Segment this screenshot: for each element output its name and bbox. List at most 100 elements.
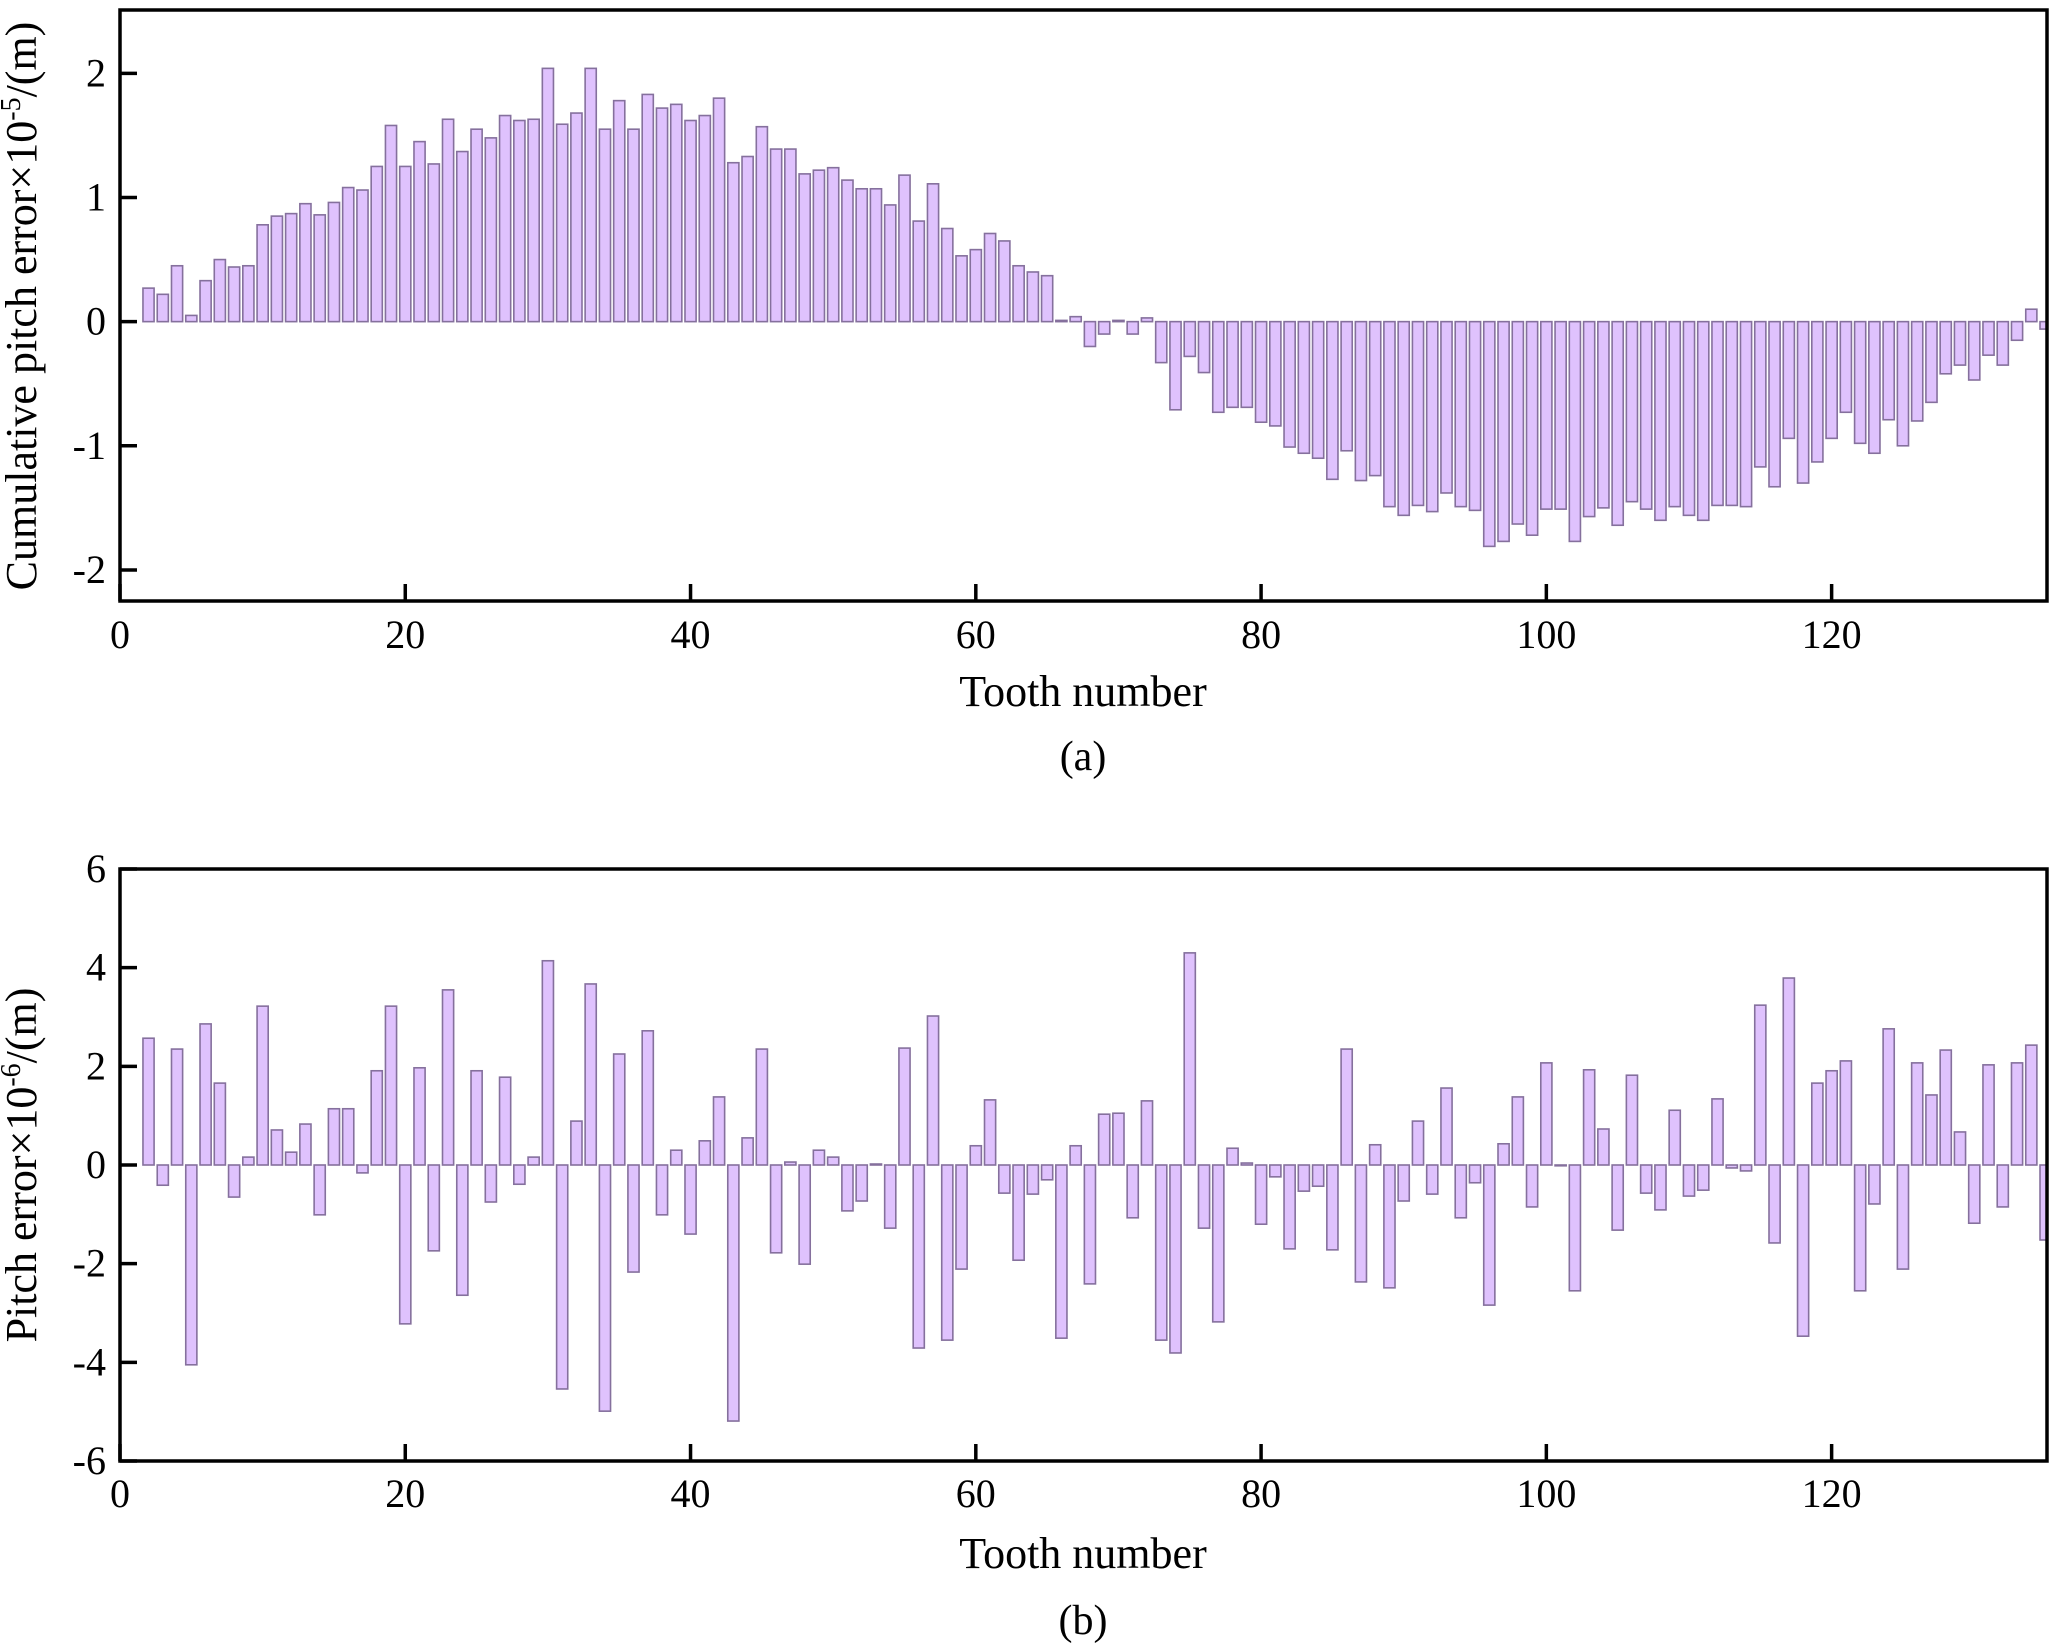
y-tick-label: -2 [73,1241,106,1286]
bar-tooth-78 [1226,320,1239,409]
bar-tooth-80 [1254,1164,1268,1226]
bar-tooth-81 [1268,320,1282,427]
bar-tooth-87 [1354,1164,1368,1283]
bar-tooth-46 [769,148,783,323]
bar-tooth-68 [1083,320,1097,348]
bar-tooth-109 [1668,320,1682,508]
bar-tooth-18 [370,165,384,323]
bar-tooth-3 [156,1164,170,1187]
bar-tooth-31 [555,123,569,323]
bar-tooth-63 [1012,264,1025,323]
bar-tooth-83 [1297,1164,1311,1192]
x-tick-label: 40 [671,612,711,657]
bar-tooth-70 [1112,1112,1125,1166]
bar-tooth-4 [170,1048,184,1166]
bar-tooth-10 [256,1005,270,1166]
bar-tooth-51 [841,179,854,323]
panel-b: 0 20 40 60 80 100 120 -6 -4 -2 0 2 4 6 Tooth number P… [0,846,2049,1644]
bar-tooth-117 [1782,320,1796,440]
bar-tooth-119 [1810,320,1824,463]
bar-tooth-113 [1725,320,1739,507]
bar-tooth-2 [142,1037,155,1166]
bar-tooth-121 [1839,320,1853,414]
bar-tooth-107 [1639,320,1653,510]
bar-tooth-12 [284,212,298,323]
bar-tooth-41 [698,114,712,323]
bar-tooth-39 [669,1149,683,1166]
bar-tooth-30 [541,959,555,1166]
bar-tooth-29 [527,118,541,323]
y-axis-title-a: Cumulative pitch error×10-5/(m) [0,22,46,591]
x-axis-title-b: Tooth number [959,1529,1207,1578]
bar-tooth-77 [1211,1164,1225,1323]
bar-tooth-36 [627,128,640,323]
bar-tooth-47 [784,148,797,323]
bar-tooth-105 [1611,320,1625,527]
bar-tooth-106 [1625,320,1639,503]
bar-series-a [142,67,2047,548]
bar-tooth-24 [455,150,469,323]
bar-tooth-35 [612,1053,626,1166]
bar-tooth-35 [612,99,626,323]
bar-tooth-66 [1055,1164,1068,1339]
bar-tooth-33 [584,67,598,323]
bar-tooth-27 [498,114,512,323]
bar-tooth-78 [1226,1147,1239,1166]
panel-a: 0 20 40 60 80 100 120 -2 -1 0 1 2 Tooth number Cumu… [0,8,2049,780]
y-tick-label: 0 [86,299,106,344]
bar-tooth-14 [313,214,327,323]
bar-tooth-101 [1554,320,1567,510]
bar-tooth-55 [898,1047,911,1166]
bar-tooth-108 [1654,320,1667,522]
bar-tooth-7 [213,258,227,323]
bar-tooth-73 [1154,1164,1168,1341]
bar-tooth-13 [299,1123,312,1166]
bar-tooth-79 [1240,320,1254,409]
bar-tooth-84 [1311,320,1325,460]
bar-tooth-98 [1511,320,1525,525]
bar-tooth-80 [1254,320,1268,424]
bar-tooth-74 [1169,1164,1182,1354]
bar-tooth-13 [299,202,312,323]
y-tick-label: 6 [86,846,106,891]
x-tick-label: 0 [110,1471,130,1516]
bar-tooth-109 [1668,1109,1682,1166]
bar-tooth-48 [798,1164,812,1265]
bar-tooth-52 [855,187,869,323]
bar-tooth-108 [1654,1164,1667,1211]
bar-tooth-84 [1311,1164,1325,1188]
bar-tooth-111 [1696,1164,1710,1191]
bar-tooth-129 [1953,320,1967,366]
bar-tooth-114 [1739,1164,1753,1172]
bar-tooth-121 [1839,1060,1853,1166]
y-tick-label: -4 [73,1339,106,1384]
bar-tooth-130 [1967,320,1981,381]
bar-tooth-95 [1468,1164,1482,1184]
bar-tooth-59 [955,1164,968,1270]
bar-tooth-38 [655,107,669,323]
bar-tooth-57 [926,1015,940,1166]
bar-tooth-44 [741,1137,754,1166]
y-tick-label: 0 [86,1142,106,1187]
bar-tooth-102 [1568,320,1582,543]
bar-tooth-72 [1140,1100,1154,1166]
bar-tooth-98 [1511,1096,1525,1166]
bar-tooth-26 [484,1164,498,1203]
bar-tooth-22 [427,163,441,323]
bar-tooth-91 [1411,1120,1425,1166]
bar-tooth-63 [1012,1164,1025,1262]
bar-tooth-126 [1910,320,1924,422]
x-tick-label: 100 [1516,612,1576,657]
bar-tooth-65 [1040,1164,1054,1181]
bar-tooth-21 [413,140,426,323]
bar-tooth-14 [313,1164,327,1216]
bar-tooth-67 [1069,1144,1083,1166]
bar-tooth-71 [1126,1164,1140,1219]
bar-tooth-96 [1482,1164,1496,1306]
bar-tooth-91 [1411,320,1425,507]
caption-b: (b) [1059,1598,1108,1644]
bar-tooth-134 [2024,308,2038,323]
bar-tooth-61 [983,232,997,323]
bar-tooth-75 [1183,320,1197,358]
bar-tooth-113 [1725,1164,1739,1169]
